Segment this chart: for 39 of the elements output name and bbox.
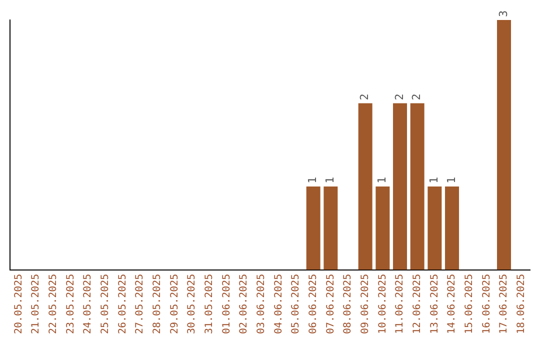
x-tick-label: 31.05.2025 bbox=[204, 274, 215, 334]
x-tick-label: 27.05.2025 bbox=[134, 274, 146, 334]
x-tick-label: 06.06.2025 bbox=[308, 274, 319, 334]
data-label: 3 bbox=[496, 10, 510, 17]
data-label: 2 bbox=[392, 94, 406, 100]
x-tick-label: 11.06.2025 bbox=[394, 274, 406, 334]
data-label: 2 bbox=[410, 94, 424, 100]
x-tick-label: 14.06.2025 bbox=[446, 274, 458, 334]
x-tick-label: 09.06.2025 bbox=[360, 274, 371, 334]
x-tick-label: 30.05.2025 bbox=[186, 274, 198, 334]
x-tick-label: 12.06.2025 bbox=[412, 274, 423, 334]
x-tick-label: 26.05.2025 bbox=[117, 274, 128, 334]
data-label: 1 bbox=[324, 176, 337, 184]
x-tick-label: 08.06.2025 bbox=[342, 274, 354, 334]
x-tick-label: 21.05.2025 bbox=[30, 274, 42, 334]
x-tick-label: 01.06.2025 bbox=[221, 274, 232, 334]
data-label: 1 bbox=[428, 176, 441, 184]
x-tick-label: 07.06.2025 bbox=[325, 274, 336, 334]
x-tick-label: 03.06.2025 bbox=[256, 274, 267, 334]
x-tick-label: 25.05.2025 bbox=[100, 274, 111, 334]
x-tick-label: 02.06.2025 bbox=[238, 274, 250, 334]
x-tick-label: 04.06.2025 bbox=[273, 274, 284, 334]
x-tick-label: 10.06.2025 bbox=[377, 274, 388, 334]
data-label: 1 bbox=[306, 176, 320, 184]
data-label: 1 bbox=[376, 176, 389, 184]
x-tick-label: 05.06.2025 bbox=[290, 274, 302, 334]
x-tick-label: 28.05.2025 bbox=[152, 274, 163, 334]
x-tick-label: 29.05.2025 bbox=[169, 274, 180, 334]
x-tick-label: 24.05.2025 bbox=[82, 274, 94, 334]
x-tick-label: 20.05.2025 bbox=[13, 274, 24, 334]
x-tick-label: 23.05.2025 bbox=[65, 274, 76, 334]
data-label: 1 bbox=[444, 176, 458, 184]
x-tick-label: 17.06.2025 bbox=[498, 274, 510, 334]
x-tick-label: 22.05.2025 bbox=[48, 274, 59, 334]
x-tick-label: 18.06.2025 bbox=[516, 274, 527, 334]
x-tick-label: 16.06.2025 bbox=[481, 274, 492, 334]
x-tick-label: 13.06.2025 bbox=[429, 274, 440, 334]
data-label: 2 bbox=[358, 94, 372, 100]
x-tick-label: 15.06.2025 bbox=[464, 274, 475, 334]
